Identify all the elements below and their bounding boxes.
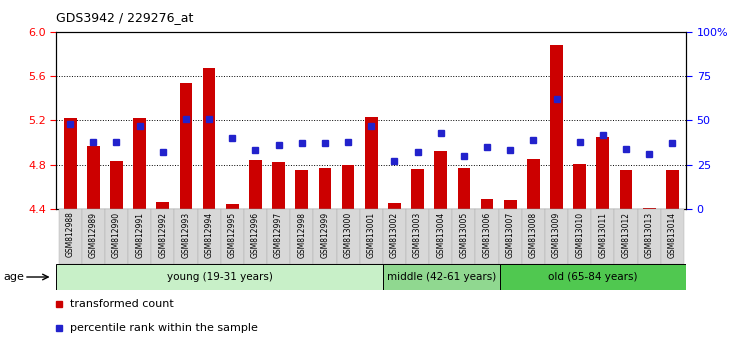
Text: GSM813013: GSM813013 bbox=[645, 212, 654, 258]
FancyBboxPatch shape bbox=[174, 209, 197, 264]
FancyBboxPatch shape bbox=[197, 209, 220, 264]
Bar bbox=[434, 152, 447, 209]
Bar bbox=[202, 68, 215, 209]
Bar bbox=[342, 165, 355, 209]
Bar bbox=[249, 160, 262, 209]
Text: young (19-31 years): young (19-31 years) bbox=[166, 272, 272, 282]
FancyBboxPatch shape bbox=[152, 209, 174, 264]
FancyBboxPatch shape bbox=[128, 209, 152, 264]
FancyBboxPatch shape bbox=[58, 209, 82, 264]
FancyBboxPatch shape bbox=[522, 209, 545, 264]
FancyBboxPatch shape bbox=[337, 209, 360, 264]
Bar bbox=[481, 199, 494, 209]
FancyBboxPatch shape bbox=[429, 209, 452, 264]
Text: GSM812993: GSM812993 bbox=[182, 212, 190, 258]
Text: GSM812999: GSM812999 bbox=[320, 212, 329, 258]
Bar bbox=[272, 162, 285, 209]
Text: GSM813003: GSM813003 bbox=[413, 212, 422, 258]
FancyBboxPatch shape bbox=[661, 209, 684, 264]
FancyBboxPatch shape bbox=[406, 209, 429, 264]
Bar bbox=[643, 208, 656, 209]
Bar bbox=[458, 168, 470, 209]
FancyBboxPatch shape bbox=[56, 264, 383, 290]
Text: old (65-84 years): old (65-84 years) bbox=[548, 272, 638, 282]
FancyBboxPatch shape bbox=[452, 209, 476, 264]
Text: GSM813002: GSM813002 bbox=[390, 212, 399, 258]
FancyBboxPatch shape bbox=[614, 209, 638, 264]
Bar bbox=[388, 203, 400, 209]
Bar bbox=[666, 170, 679, 209]
Bar bbox=[550, 45, 563, 209]
Text: GSM812989: GSM812989 bbox=[88, 212, 98, 258]
Bar bbox=[226, 205, 238, 209]
Text: GSM812991: GSM812991 bbox=[135, 212, 144, 258]
Bar bbox=[596, 137, 609, 209]
FancyBboxPatch shape bbox=[499, 209, 522, 264]
FancyBboxPatch shape bbox=[476, 209, 499, 264]
Text: GSM812997: GSM812997 bbox=[274, 212, 283, 258]
FancyBboxPatch shape bbox=[382, 209, 406, 264]
Text: age: age bbox=[4, 272, 25, 282]
FancyBboxPatch shape bbox=[591, 209, 614, 264]
FancyBboxPatch shape bbox=[500, 264, 686, 290]
FancyBboxPatch shape bbox=[638, 209, 661, 264]
Text: GSM813010: GSM813010 bbox=[575, 212, 584, 258]
Text: GSM813000: GSM813000 bbox=[344, 212, 352, 258]
Text: GSM812988: GSM812988 bbox=[66, 212, 75, 257]
FancyBboxPatch shape bbox=[82, 209, 105, 264]
FancyBboxPatch shape bbox=[244, 209, 267, 264]
Text: GSM813008: GSM813008 bbox=[529, 212, 538, 258]
FancyBboxPatch shape bbox=[290, 209, 314, 264]
Text: GDS3942 / 229276_at: GDS3942 / 229276_at bbox=[56, 11, 194, 24]
FancyBboxPatch shape bbox=[383, 264, 500, 290]
Text: GSM813009: GSM813009 bbox=[552, 212, 561, 258]
Text: GSM813001: GSM813001 bbox=[367, 212, 376, 258]
FancyBboxPatch shape bbox=[568, 209, 591, 264]
Bar bbox=[411, 169, 424, 209]
FancyBboxPatch shape bbox=[267, 209, 290, 264]
Text: GSM812994: GSM812994 bbox=[205, 212, 214, 258]
Bar bbox=[157, 202, 170, 209]
Text: GSM812992: GSM812992 bbox=[158, 212, 167, 258]
Bar bbox=[504, 200, 517, 209]
Bar bbox=[527, 159, 540, 209]
Bar bbox=[365, 117, 377, 209]
Bar bbox=[64, 118, 76, 209]
Text: GSM813012: GSM813012 bbox=[622, 212, 631, 258]
Text: transformed count: transformed count bbox=[70, 299, 174, 309]
FancyBboxPatch shape bbox=[105, 209, 128, 264]
FancyBboxPatch shape bbox=[314, 209, 337, 264]
FancyBboxPatch shape bbox=[360, 209, 382, 264]
Bar bbox=[296, 170, 308, 209]
FancyBboxPatch shape bbox=[545, 209, 568, 264]
Bar bbox=[110, 161, 123, 209]
Text: middle (42-61 years): middle (42-61 years) bbox=[387, 272, 496, 282]
Bar bbox=[134, 118, 146, 209]
Bar bbox=[573, 164, 586, 209]
Text: GSM813007: GSM813007 bbox=[506, 212, 515, 258]
Bar bbox=[179, 83, 192, 209]
Text: GSM812990: GSM812990 bbox=[112, 212, 121, 258]
Text: percentile rank within the sample: percentile rank within the sample bbox=[70, 323, 258, 333]
Text: GSM813014: GSM813014 bbox=[668, 212, 676, 258]
Text: GSM813011: GSM813011 bbox=[598, 212, 608, 258]
Bar bbox=[87, 146, 100, 209]
Bar bbox=[319, 168, 332, 209]
Bar bbox=[620, 170, 632, 209]
Text: GSM813006: GSM813006 bbox=[482, 212, 491, 258]
Text: GSM812995: GSM812995 bbox=[228, 212, 237, 258]
Text: GSM812996: GSM812996 bbox=[251, 212, 260, 258]
FancyBboxPatch shape bbox=[220, 209, 244, 264]
Text: GSM813005: GSM813005 bbox=[460, 212, 469, 258]
Text: GSM812998: GSM812998 bbox=[297, 212, 306, 258]
Text: GSM813004: GSM813004 bbox=[436, 212, 445, 258]
